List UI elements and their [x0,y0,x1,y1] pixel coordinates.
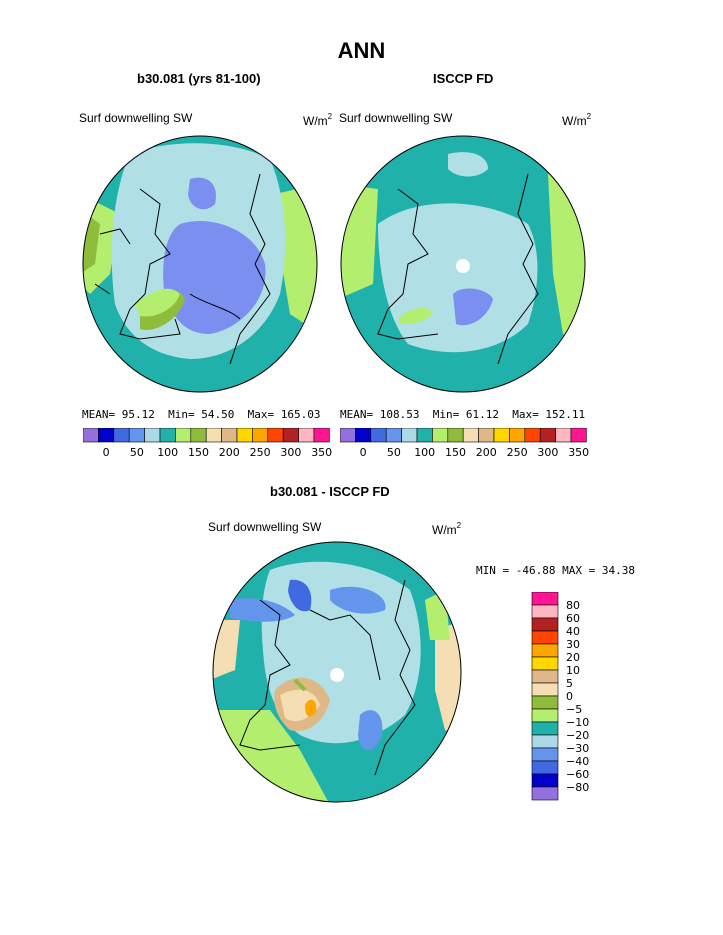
colorbar-swatch [340,428,356,443]
right-panel-subtitle: ISCCP FD [433,71,494,86]
colorbar-tick-label: 100 [414,446,435,459]
colorbar-tick-label: 5 [566,677,573,690]
colorbar-swatch [531,734,559,749]
right-stats: MEAN= 108.53 Min= 61.12 Max= 152.11 [340,408,586,421]
diff-field-label: Surf downwelling SW [208,520,322,534]
colorbar-tick-label: 200 [476,446,497,459]
colorbar-tick-label: −20 [566,729,589,742]
colorbar-tick-label: 150 [445,446,466,459]
colorbar-swatch [531,643,559,658]
colorbar-swatch [531,786,559,801]
colorbar-tick-label: 150 [188,446,209,459]
colorbar-swatch [416,428,433,443]
colorbar-swatch [113,428,130,443]
colorbar-tick-label: 50 [130,446,144,459]
left-units-label: W/m2 [303,112,333,128]
page-title: ANN [337,38,386,63]
colorbar-swatch [144,428,161,443]
colorbar-swatch [509,428,526,443]
diff-minmax: MIN = -46.88 MAX = 34.38 [476,564,635,577]
colorbar-swatch [531,682,559,697]
colorbar-swatch [531,656,559,671]
colorbar-swatch [128,428,145,443]
colorbar-tick-label: 100 [157,446,178,459]
colorbar-swatch [432,428,449,443]
diff-units-label: W/m2 [432,521,462,537]
colorbar-swatch [531,773,559,788]
colorbar-swatch [282,428,299,443]
colorbar-tick-label: −40 [566,755,589,768]
colorbar-swatch [159,428,176,443]
colorbar-swatch [190,428,207,443]
colorbar-tick-label: 250 [507,446,528,459]
colorbar-tick-label: 300 [280,446,301,459]
left-colorbar: 0 50 100 150 200 250 300 350 [83,428,332,459]
colorbar-swatch [267,428,284,443]
colorbar-swatch [462,428,479,443]
colorbar-swatch [313,428,330,443]
colorbar-tick-label: 350 [311,446,332,459]
right-field-label: Surf downwelling SW [339,111,453,125]
colorbar-swatch [221,428,238,443]
colorbar-swatch [298,428,315,443]
colorbar-swatch [252,428,269,443]
colorbar-swatch [524,428,541,443]
colorbar-swatch [370,428,387,443]
colorbar-swatch [447,428,464,443]
colorbar-swatch [531,721,559,736]
colorbar-tick-label: 40 [566,625,580,638]
colorbar-swatch [236,428,253,443]
colorbar-swatch [570,428,587,443]
left-panel-subtitle: b30.081 (yrs 81-100) [137,71,261,86]
colorbar-swatch [205,428,222,443]
colorbar-tick-label: −30 [566,742,589,755]
colorbar-swatch [478,428,495,443]
colorbar-swatch [98,428,115,443]
left-polar-map [82,135,318,393]
colorbar-swatch [531,669,559,684]
colorbar-tick-label: 10 [566,664,580,677]
colorbar-tick-label: 0 [566,690,573,703]
right-units-label: W/m2 [562,112,592,128]
colorbar-swatch [83,428,99,443]
colorbar-swatch [531,708,559,723]
colorbar-swatch [385,428,402,443]
colorbar-swatch [539,428,556,443]
colorbar-tick-label: 0 [103,446,110,459]
colorbar-swatch [531,617,559,632]
colorbar-tick-label: 30 [566,638,580,651]
colorbar-tick-label: −80 [566,781,589,794]
colorbar-swatch [531,592,559,606]
diff-polar-map [212,541,462,803]
diff-subtitle: b30.081 - ISCCP FD [270,484,390,499]
colorbar-tick-label: −10 [566,716,589,729]
colorbar-tick-label: 0 [360,446,367,459]
colorbar-swatch [531,760,559,775]
right-colorbar: 0 50 100 150 200 250 300 350 [340,428,589,459]
colorbar-swatch [355,428,372,443]
colorbar-tick-label: 20 [566,651,580,664]
left-field-label: Surf downwelling SW [79,111,193,125]
colorbar-tick-label: −5 [566,703,582,716]
colorbar-swatch [531,695,559,710]
colorbar-swatch [401,428,418,443]
colorbar-tick-label: 80 [566,599,580,612]
colorbar-tick-label: 250 [250,446,271,459]
colorbar-swatch [175,428,192,443]
colorbar-tick-label: 300 [537,446,558,459]
colorbar-swatch [555,428,572,443]
left-stats: MEAN= 95.12 Min= 54.50 Max= 165.03 [82,408,321,421]
colorbar-swatch [493,428,510,443]
colorbar-swatch [531,747,559,762]
right-polar-map [340,135,586,393]
colorbar-tick-label: −60 [566,768,589,781]
colorbar-tick-label: 60 [566,612,580,625]
colorbar-tick-label: 50 [387,446,401,459]
colorbar-tick-label: 200 [219,446,240,459]
colorbar-swatch [531,630,559,645]
colorbar-swatch [531,604,559,619]
colorbar-tick-label: 350 [568,446,589,459]
